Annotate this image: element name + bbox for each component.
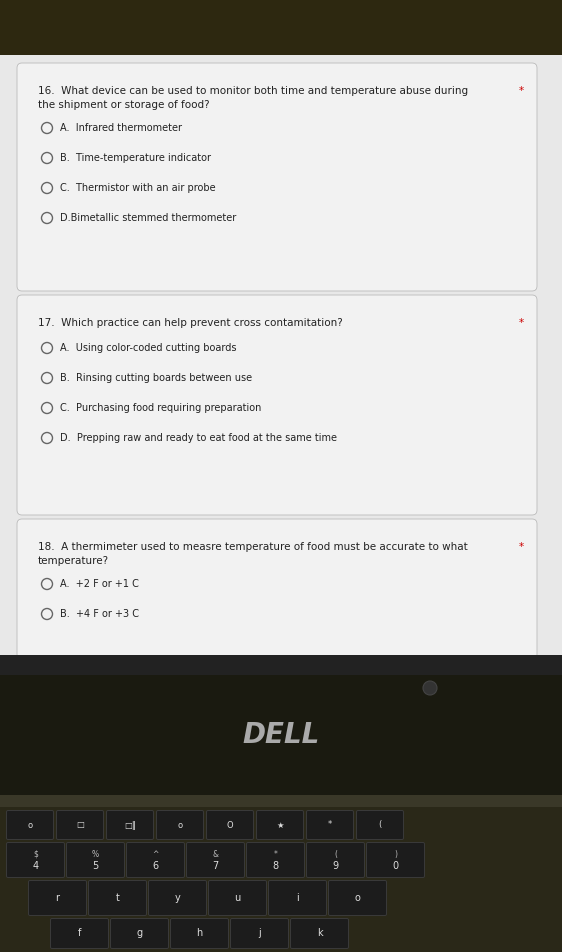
Text: A.  Using color-coded cutting boards: A. Using color-coded cutting boards <box>60 343 237 353</box>
Text: B.  +4 F or +3 C: B. +4 F or +3 C <box>60 609 139 619</box>
Text: ^: ^ <box>152 850 158 859</box>
FancyBboxPatch shape <box>0 675 562 795</box>
Text: 18.  A thermimeter used to measre temperature of food must be accurate to what: 18. A thermimeter used to measre tempera… <box>38 542 468 552</box>
FancyBboxPatch shape <box>209 881 266 916</box>
FancyBboxPatch shape <box>148 881 206 916</box>
Text: O: O <box>226 821 233 829</box>
FancyBboxPatch shape <box>88 881 147 916</box>
FancyBboxPatch shape <box>187 843 244 878</box>
Text: o: o <box>28 821 33 829</box>
Text: o: o <box>355 893 360 903</box>
Text: temperature?: temperature? <box>38 556 109 566</box>
FancyBboxPatch shape <box>0 0 562 55</box>
Text: *: * <box>519 542 524 552</box>
FancyBboxPatch shape <box>206 810 253 840</box>
FancyBboxPatch shape <box>17 519 537 659</box>
FancyBboxPatch shape <box>0 655 562 675</box>
Text: $: $ <box>33 850 38 859</box>
FancyBboxPatch shape <box>156 810 203 840</box>
FancyBboxPatch shape <box>0 55 562 655</box>
Text: 6: 6 <box>152 862 158 871</box>
Text: o: o <box>178 821 183 829</box>
Text: D.Bimetallic stemmed thermometer: D.Bimetallic stemmed thermometer <box>60 213 236 223</box>
Text: 9: 9 <box>333 862 338 871</box>
FancyBboxPatch shape <box>0 795 562 807</box>
Text: 7: 7 <box>212 862 219 871</box>
Text: r: r <box>56 893 60 903</box>
FancyBboxPatch shape <box>269 881 327 916</box>
Text: u: u <box>234 893 241 903</box>
Text: 5: 5 <box>92 862 98 871</box>
Text: k: k <box>317 928 323 939</box>
Text: □‖: □‖ <box>124 821 136 829</box>
Text: 16.  What device can be used to monitor both time and temperature abuse during: 16. What device can be used to monitor b… <box>38 86 468 96</box>
Text: j: j <box>258 928 261 939</box>
Text: *: * <box>328 821 332 829</box>
Text: 17.  Which practice can help prevent cross contamitation?: 17. Which practice can help prevent cros… <box>38 318 343 328</box>
Text: □: □ <box>76 821 84 829</box>
Text: &: & <box>212 850 219 859</box>
Text: *: * <box>519 318 524 328</box>
FancyBboxPatch shape <box>366 843 424 878</box>
Text: 4: 4 <box>33 862 39 871</box>
Text: 8: 8 <box>273 862 279 871</box>
FancyBboxPatch shape <box>329 881 387 916</box>
Text: y: y <box>175 893 180 903</box>
Text: the shipment or storage of food?: the shipment or storage of food? <box>38 100 210 110</box>
Text: B.  Rinsing cutting boards between use: B. Rinsing cutting boards between use <box>60 373 252 383</box>
Text: h: h <box>196 928 203 939</box>
Text: *: * <box>274 850 278 859</box>
FancyBboxPatch shape <box>291 919 348 948</box>
Text: %: % <box>92 850 99 859</box>
FancyBboxPatch shape <box>247 843 305 878</box>
Text: A.  Infrared thermometer: A. Infrared thermometer <box>60 123 182 133</box>
Circle shape <box>423 681 437 695</box>
FancyBboxPatch shape <box>17 295 537 515</box>
Text: g: g <box>137 928 143 939</box>
Text: C.  Thermistor with an air probe: C. Thermistor with an air probe <box>60 183 216 193</box>
FancyBboxPatch shape <box>107 810 153 840</box>
FancyBboxPatch shape <box>256 810 303 840</box>
Text: i: i <box>296 893 299 903</box>
Text: *: * <box>519 86 524 96</box>
FancyBboxPatch shape <box>17 63 537 291</box>
Text: (: ( <box>334 850 337 859</box>
FancyBboxPatch shape <box>356 810 404 840</box>
FancyBboxPatch shape <box>7 843 65 878</box>
Text: ): ) <box>394 850 397 859</box>
FancyBboxPatch shape <box>51 919 108 948</box>
FancyBboxPatch shape <box>29 881 87 916</box>
Text: B.  Time-temperature indicator: B. Time-temperature indicator <box>60 153 211 163</box>
FancyBboxPatch shape <box>0 807 562 952</box>
Text: C.  Purchasing food requiring preparation: C. Purchasing food requiring preparation <box>60 403 261 413</box>
FancyBboxPatch shape <box>66 843 125 878</box>
FancyBboxPatch shape <box>126 843 184 878</box>
FancyBboxPatch shape <box>170 919 229 948</box>
FancyBboxPatch shape <box>111 919 169 948</box>
Text: t: t <box>116 893 120 903</box>
FancyBboxPatch shape <box>7 810 53 840</box>
FancyBboxPatch shape <box>57 810 103 840</box>
Text: ★: ★ <box>277 821 284 829</box>
FancyBboxPatch shape <box>306 810 353 840</box>
Text: (: ( <box>378 821 382 829</box>
Text: D.  Prepping raw and ready to eat food at the same time: D. Prepping raw and ready to eat food at… <box>60 433 337 443</box>
Text: A.  +2 F or +1 C: A. +2 F or +1 C <box>60 579 139 589</box>
FancyBboxPatch shape <box>230 919 288 948</box>
Text: 0: 0 <box>392 862 398 871</box>
FancyBboxPatch shape <box>306 843 365 878</box>
Text: DELL: DELL <box>242 721 320 749</box>
Text: f: f <box>78 928 81 939</box>
